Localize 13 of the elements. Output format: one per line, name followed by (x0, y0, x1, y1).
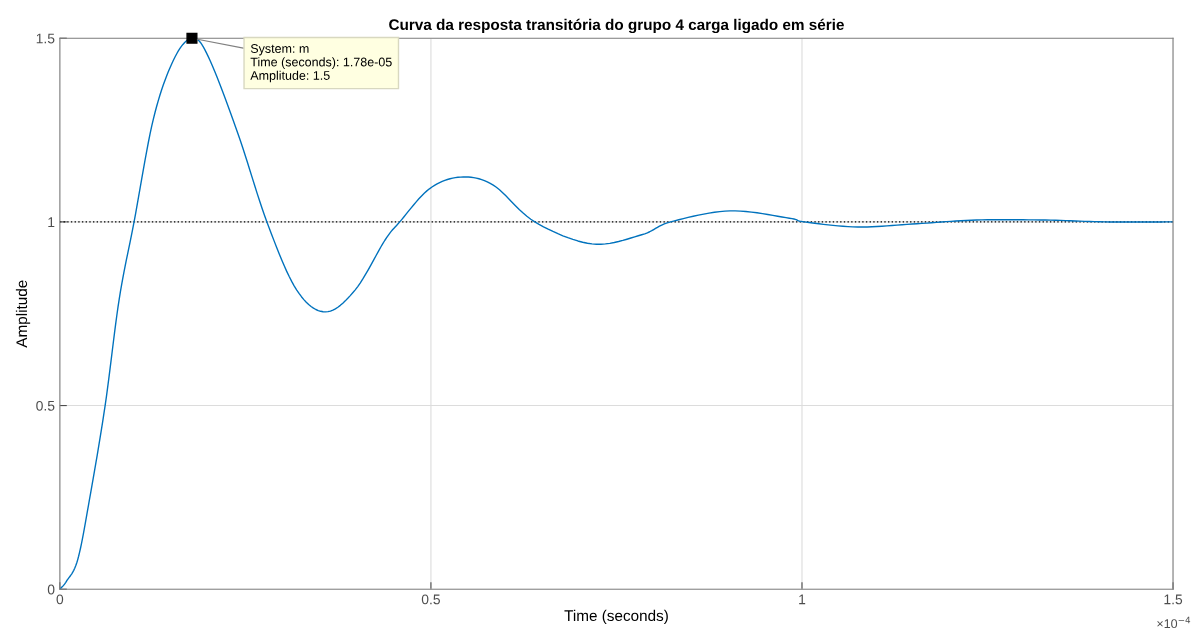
chart-title: Curva da resposta transitória do grupo 4 carga ligado em série (389, 18, 844, 34)
text: ×10$^{−4}$ (1157, 616, 1191, 629)
x-tick-label: 1.5 (1164, 594, 1183, 605)
y-tick-label: 1.5 (36, 33, 55, 44)
annotation: System: m Time (seconds): 1.78e-05 Amplitude: 1.5 (250, 44, 392, 83)
y-tick-label: 1 (48, 217, 55, 227)
y-tick-label: 0 (47, 584, 55, 595)
y-tick-label: 0.5 (36, 400, 55, 411)
x-tick-label: 0 (56, 594, 64, 605)
x-tick-label: 0.5 (421, 594, 440, 605)
y-axis-title: Amplitude (15, 280, 31, 348)
x-tick-label: 1 (799, 594, 806, 605)
x-axis-title: Time (seconds) (564, 609, 668, 625)
